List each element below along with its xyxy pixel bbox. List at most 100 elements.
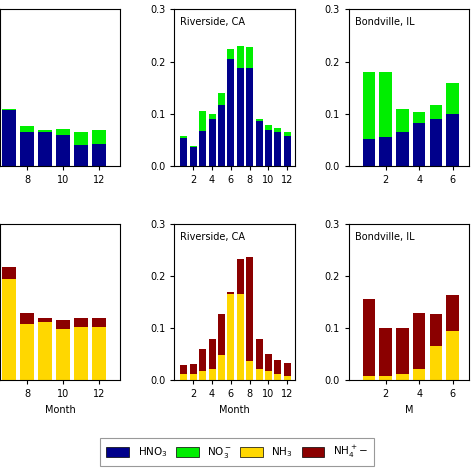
Bar [228, 294, 235, 381]
Bar [190, 147, 197, 166]
Bar [56, 135, 70, 166]
Bar [246, 47, 253, 68]
Bar [228, 59, 235, 166]
Bar [396, 132, 409, 166]
Bar [92, 318, 106, 327]
Bar [447, 82, 459, 114]
Bar [237, 68, 244, 166]
Bar [2, 109, 16, 110]
X-axis label: Month: Month [219, 405, 250, 415]
Bar [379, 72, 392, 137]
Bar [74, 327, 88, 381]
Bar [284, 132, 291, 136]
Bar [237, 259, 244, 294]
Bar [180, 374, 187, 381]
Bar [2, 279, 16, 381]
Bar [363, 139, 375, 166]
Bar [246, 361, 253, 381]
Bar [363, 72, 375, 139]
Bar [413, 123, 425, 166]
Bar [255, 119, 263, 121]
Bar [429, 105, 442, 119]
Bar [218, 314, 225, 356]
Bar [265, 126, 272, 130]
Bar [2, 267, 16, 279]
Bar [379, 376, 392, 381]
Bar [284, 363, 291, 376]
Bar [190, 364, 197, 374]
Bar [429, 119, 442, 166]
Bar [20, 324, 34, 381]
Bar [274, 374, 282, 381]
Bar [363, 299, 375, 376]
Bar [218, 93, 225, 105]
Bar [274, 132, 282, 166]
Legend: $\mathrm{HNO_3}$, $\mathrm{NO_3^-}$, $\mathrm{NH_3}$, $\mathrm{NH_4^+}\!-$: $\mathrm{HNO_3}$, $\mathrm{NO_3^-}$, $\m… [100, 438, 374, 466]
Bar [413, 112, 425, 123]
Bar [209, 119, 216, 166]
Bar [92, 327, 106, 381]
Bar [38, 318, 52, 322]
Bar [274, 128, 282, 132]
Bar [246, 68, 253, 166]
Bar [255, 121, 263, 166]
Bar [363, 376, 375, 381]
Bar [20, 312, 34, 324]
Bar [38, 130, 52, 132]
Bar [228, 292, 235, 294]
Text: Riverside, CA: Riverside, CA [181, 231, 246, 242]
Bar [255, 369, 263, 381]
Bar [20, 132, 34, 166]
Bar [237, 294, 244, 381]
Bar [274, 360, 282, 374]
X-axis label: M: M [405, 405, 413, 415]
Bar [74, 146, 88, 166]
Bar [38, 132, 52, 166]
Bar [228, 49, 235, 59]
Bar [447, 331, 459, 381]
Bar [413, 369, 425, 381]
Bar [180, 136, 187, 138]
Bar [265, 371, 272, 381]
Bar [396, 109, 409, 132]
Bar [190, 146, 197, 147]
Bar [447, 295, 459, 331]
Bar [447, 114, 459, 166]
Bar [209, 369, 216, 381]
Bar [190, 374, 197, 381]
Bar [56, 329, 70, 381]
Bar [218, 356, 225, 381]
Text: Bondville, IL: Bondville, IL [355, 231, 415, 242]
Bar [265, 130, 272, 166]
Bar [20, 126, 34, 132]
Text: Riverside, CA: Riverside, CA [181, 18, 246, 27]
Bar [265, 355, 272, 371]
Bar [2, 110, 16, 166]
Bar [209, 114, 216, 119]
Bar [255, 338, 263, 369]
Bar [429, 346, 442, 381]
Bar [379, 328, 392, 376]
Bar [237, 46, 244, 68]
Bar [92, 130, 106, 144]
Bar [284, 376, 291, 381]
Bar [92, 144, 106, 166]
Bar [199, 371, 206, 381]
Bar [218, 105, 225, 166]
Bar [180, 138, 187, 166]
Bar [429, 314, 442, 346]
Bar [38, 322, 52, 381]
Bar [209, 338, 216, 369]
Bar [396, 374, 409, 381]
Bar [56, 320, 70, 329]
Bar [246, 257, 253, 361]
Bar [74, 318, 88, 327]
Bar [396, 328, 409, 374]
Bar [180, 365, 187, 374]
Bar [199, 349, 206, 371]
Bar [379, 137, 392, 166]
Bar [199, 111, 206, 131]
X-axis label: Month: Month [45, 405, 75, 415]
Bar [413, 312, 425, 369]
Bar [199, 131, 206, 166]
